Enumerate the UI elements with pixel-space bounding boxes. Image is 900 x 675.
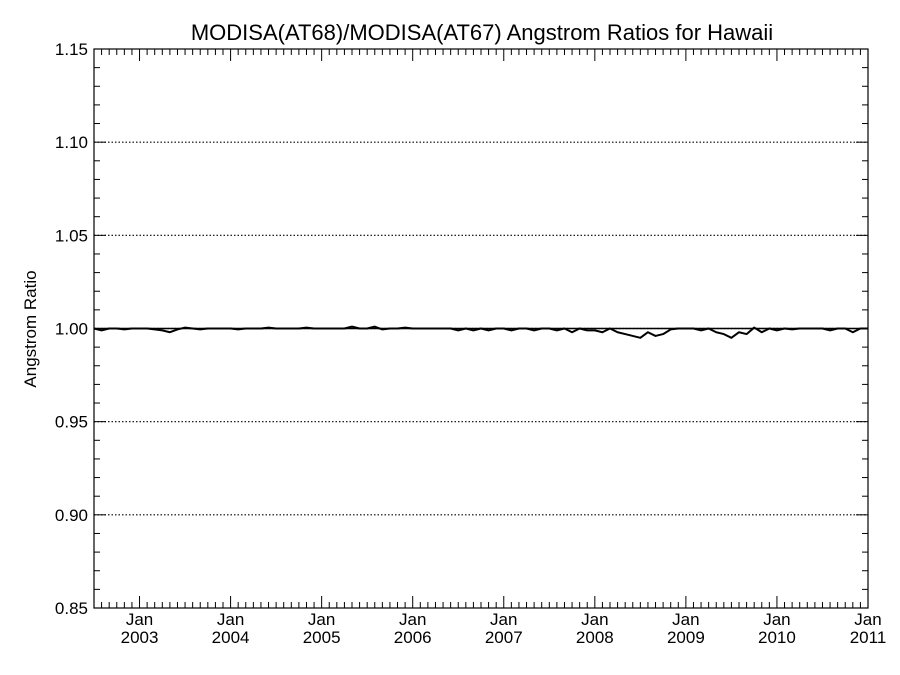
x-tick-month-label: Jan (490, 610, 517, 629)
x-tick-month-label: Jan (399, 610, 426, 629)
y-tick-label: 1.10 (55, 133, 88, 152)
x-tick-month-label: Jan (581, 610, 608, 629)
x-tick-year-label: 2011 (850, 628, 887, 647)
x-tick-year-label: 2005 (303, 628, 341, 647)
x-tick-year-label: 2010 (758, 628, 796, 647)
y-tick-label: 1.15 (55, 40, 88, 59)
y-tick-label: 0.85 (55, 599, 88, 618)
series-group (93, 325, 868, 339)
x-tick-year-label: 2007 (485, 628, 523, 647)
x-tick-month-label: Jan (217, 610, 244, 629)
x-tick-year-label: 2009 (667, 628, 705, 647)
y-tick-label: 0.95 (55, 413, 88, 432)
y-tick-label: 1.00 (55, 320, 88, 339)
y-tick-label: 1.05 (55, 226, 88, 245)
x-tick-month-label: Jan (126, 610, 153, 629)
y-ticks: 0.85 0.90 0.95 1.00 1.05 1.10 1.15 (55, 40, 868, 618)
x-tick-month-label: Jan (308, 610, 335, 629)
y-axis-label: Angstrom Ratio (21, 270, 40, 387)
chart-title: MODISA(AT68)/MODISA(AT67) Angstrom Ratio… (191, 20, 773, 45)
x-tick-year-label: 2004 (212, 628, 250, 647)
x-tick-year-label: 2006 (394, 628, 432, 647)
x-ticks: Jan2003Jan2004Jan2005Jan2006Jan2007Jan20… (101, 49, 887, 647)
y-tick-label: 0.90 (55, 506, 88, 525)
x-tick-month-label: Jan (672, 610, 699, 629)
x-tick-year-label: 2008 (576, 628, 614, 647)
x-tick-month-label: Jan (763, 610, 790, 629)
series-line (93, 325, 868, 339)
x-tick-year-label: 2003 (121, 628, 159, 647)
x-tick-month-label: Jan (854, 610, 881, 629)
